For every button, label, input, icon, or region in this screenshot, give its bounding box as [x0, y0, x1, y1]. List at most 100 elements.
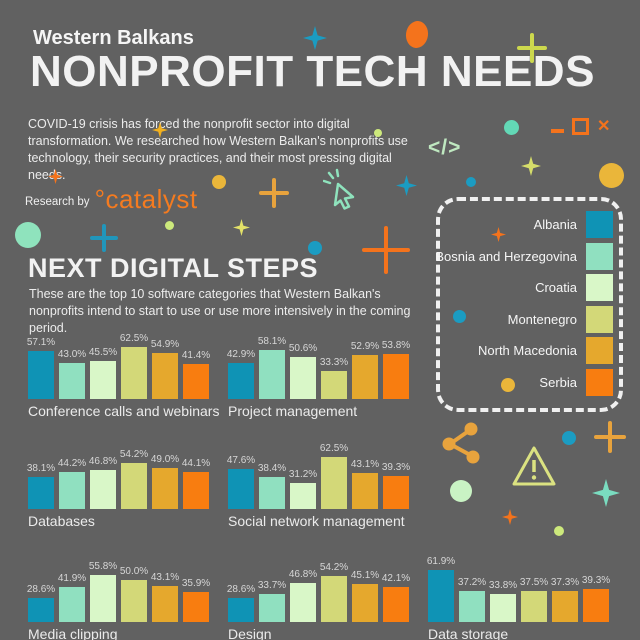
bar-value-label: 33.7%: [257, 579, 287, 591]
bar-montenegro: 62.5%: [319, 442, 349, 509]
bar-value-label: 58.1%: [257, 336, 287, 348]
bar-value-label: 46.8%: [288, 568, 318, 580]
dot-icon: [562, 431, 576, 445]
bars: 38.1% 44.2% 46.8% 54.2% 49.0% 44.1%: [26, 439, 223, 509]
bar-value-label: 39.3%: [581, 575, 611, 586]
legend-label: Bosnia and Herzegovina: [435, 248, 577, 264]
bar: [59, 362, 85, 399]
bar-value-label: 33.3%: [319, 357, 349, 369]
bar-croatia: 50.6%: [288, 342, 318, 399]
bar: [59, 471, 85, 509]
close-icon: ✕: [597, 117, 611, 135]
bar-bosnia-and-herzegovina: 41.9%: [57, 572, 87, 622]
section-subtitle: These are the top 10 software categories…: [29, 287, 411, 335]
bar: [228, 597, 254, 622]
bar: [321, 371, 347, 399]
bar-value-label: 54.9%: [150, 338, 180, 350]
dot-icon: [450, 480, 472, 502]
dot-icon: [404, 19, 430, 50]
maximize-icon: [572, 118, 589, 135]
chart-title: Project management: [228, 403, 358, 419]
bar-value-label: 28.6%: [226, 583, 256, 595]
chart-project-management: 42.9% 58.1% 50.6% 33.3% 52.9% 53.8% Project m…: [226, 329, 423, 419]
bar-bosnia-and-herzegovina: 33.7%: [257, 579, 287, 622]
bar-north-macedonia: 45.1%: [351, 570, 379, 622]
bar: [290, 482, 316, 509]
legend-swatch: [586, 274, 613, 301]
bar: [552, 590, 578, 622]
bar-bosnia-and-herzegovina: 58.1%: [257, 336, 287, 399]
bars: 57.1% 43.0% 45.5% 62.5% 54.9% 41.4%: [26, 329, 223, 399]
bar: [59, 586, 85, 622]
bar-serbia: 35.9%: [181, 577, 211, 622]
bar: [152, 352, 178, 399]
bar: [583, 589, 609, 622]
legend-item-bosnia-and-herzegovina: Bosnia and Herzegovina: [435, 242, 613, 270]
bar-value-label: 35.9%: [181, 577, 211, 589]
bar-north-macedonia: 49.0%: [151, 454, 179, 509]
legend-swatch: [586, 368, 613, 396]
bar-value-label: 53.8%: [381, 339, 411, 351]
bar-value-label: 43.0%: [57, 348, 87, 360]
bar: [383, 586, 409, 622]
bar-bosnia-and-herzegovina: 37.2%: [458, 577, 486, 622]
bar-croatia: 46.8%: [288, 568, 318, 622]
dot-icon: [165, 221, 174, 230]
bar-value-label: 41.9%: [57, 572, 87, 584]
bar-montenegro: 54.2%: [120, 449, 148, 509]
bar: [428, 570, 454, 622]
chart-conference-calls-and-webinars: 57.1% 43.0% 45.5% 62.5% 54.9% 41.4% Conferenc…: [26, 329, 223, 420]
chart-title: Data storage: [428, 626, 509, 640]
bar-albania: 42.9%: [226, 348, 256, 399]
minimize-icon: [551, 128, 564, 133]
legend-swatch: [586, 242, 613, 270]
bar-value-label: 28.6%: [26, 583, 56, 595]
chart-title: Media clipping: [28, 626, 118, 640]
bar-montenegro: 33.3%: [319, 357, 349, 399]
dot-icon: [308, 241, 322, 255]
bar-albania: 38.1%: [26, 463, 56, 509]
bars: 47.6% 38.4% 31.2% 62.5% 43.1% 39.3%: [227, 439, 423, 509]
bar-north-macedonia: 37.3%: [551, 577, 579, 622]
bar-value-label: 31.2%: [288, 468, 318, 480]
chart-title: Conference calls and webinars: [28, 403, 220, 419]
dot-icon: [599, 163, 624, 188]
bar-montenegro: 50.0%: [120, 566, 148, 622]
bar-value-label: 38.1%: [26, 463, 56, 474]
bar-value-label: 57.1%: [26, 337, 56, 349]
bar-north-macedonia: 43.1%: [351, 459, 379, 509]
legend-item-serbia: Serbia: [435, 368, 613, 396]
bar-value-label: 62.5%: [319, 442, 349, 454]
bar: [321, 576, 347, 622]
bar-value-label: 42.9%: [226, 348, 256, 360]
bars: 28.6% 41.9% 55.8% 50.0% 43.1% 35.9%: [26, 552, 223, 622]
bar-value-label: 50.6%: [288, 342, 318, 354]
bar-value-label: 61.9%: [426, 556, 456, 568]
bar-value-label: 42.1%: [381, 572, 411, 584]
bar: [90, 575, 116, 622]
legend-item-north-macedonia: North Macedonia: [435, 337, 613, 364]
bar: [459, 590, 485, 622]
bar-value-label: 43.1%: [150, 571, 180, 583]
bar: [321, 456, 347, 509]
bar-albania: 57.1%: [26, 337, 56, 399]
bar-value-label: 33.8%: [488, 579, 518, 591]
plus-icon: [362, 226, 410, 274]
bar-bosnia-and-herzegovina: 43.0%: [57, 348, 87, 399]
bar-croatia: 45.5%: [89, 347, 117, 399]
dot-icon: [501, 378, 515, 392]
dot-icon: [504, 120, 519, 135]
bar-serbia: 39.3%: [581, 575, 611, 622]
bar-value-label: 46.8%: [88, 455, 118, 467]
legend-label: Croatia: [535, 280, 577, 295]
bar: [90, 360, 116, 399]
legend-label: Serbia: [539, 374, 577, 390]
bar-value-label: 55.8%: [88, 561, 118, 573]
code-icon: </>: [428, 136, 462, 159]
bar-north-macedonia: 43.1%: [150, 571, 180, 622]
bar-serbia: 44.1%: [182, 458, 210, 509]
section-title: NEXT DIGITAL STEPS: [28, 253, 319, 283]
chart-title: Design: [228, 626, 272, 640]
research-by-label: Research by: [25, 196, 90, 208]
bar: [352, 584, 378, 622]
